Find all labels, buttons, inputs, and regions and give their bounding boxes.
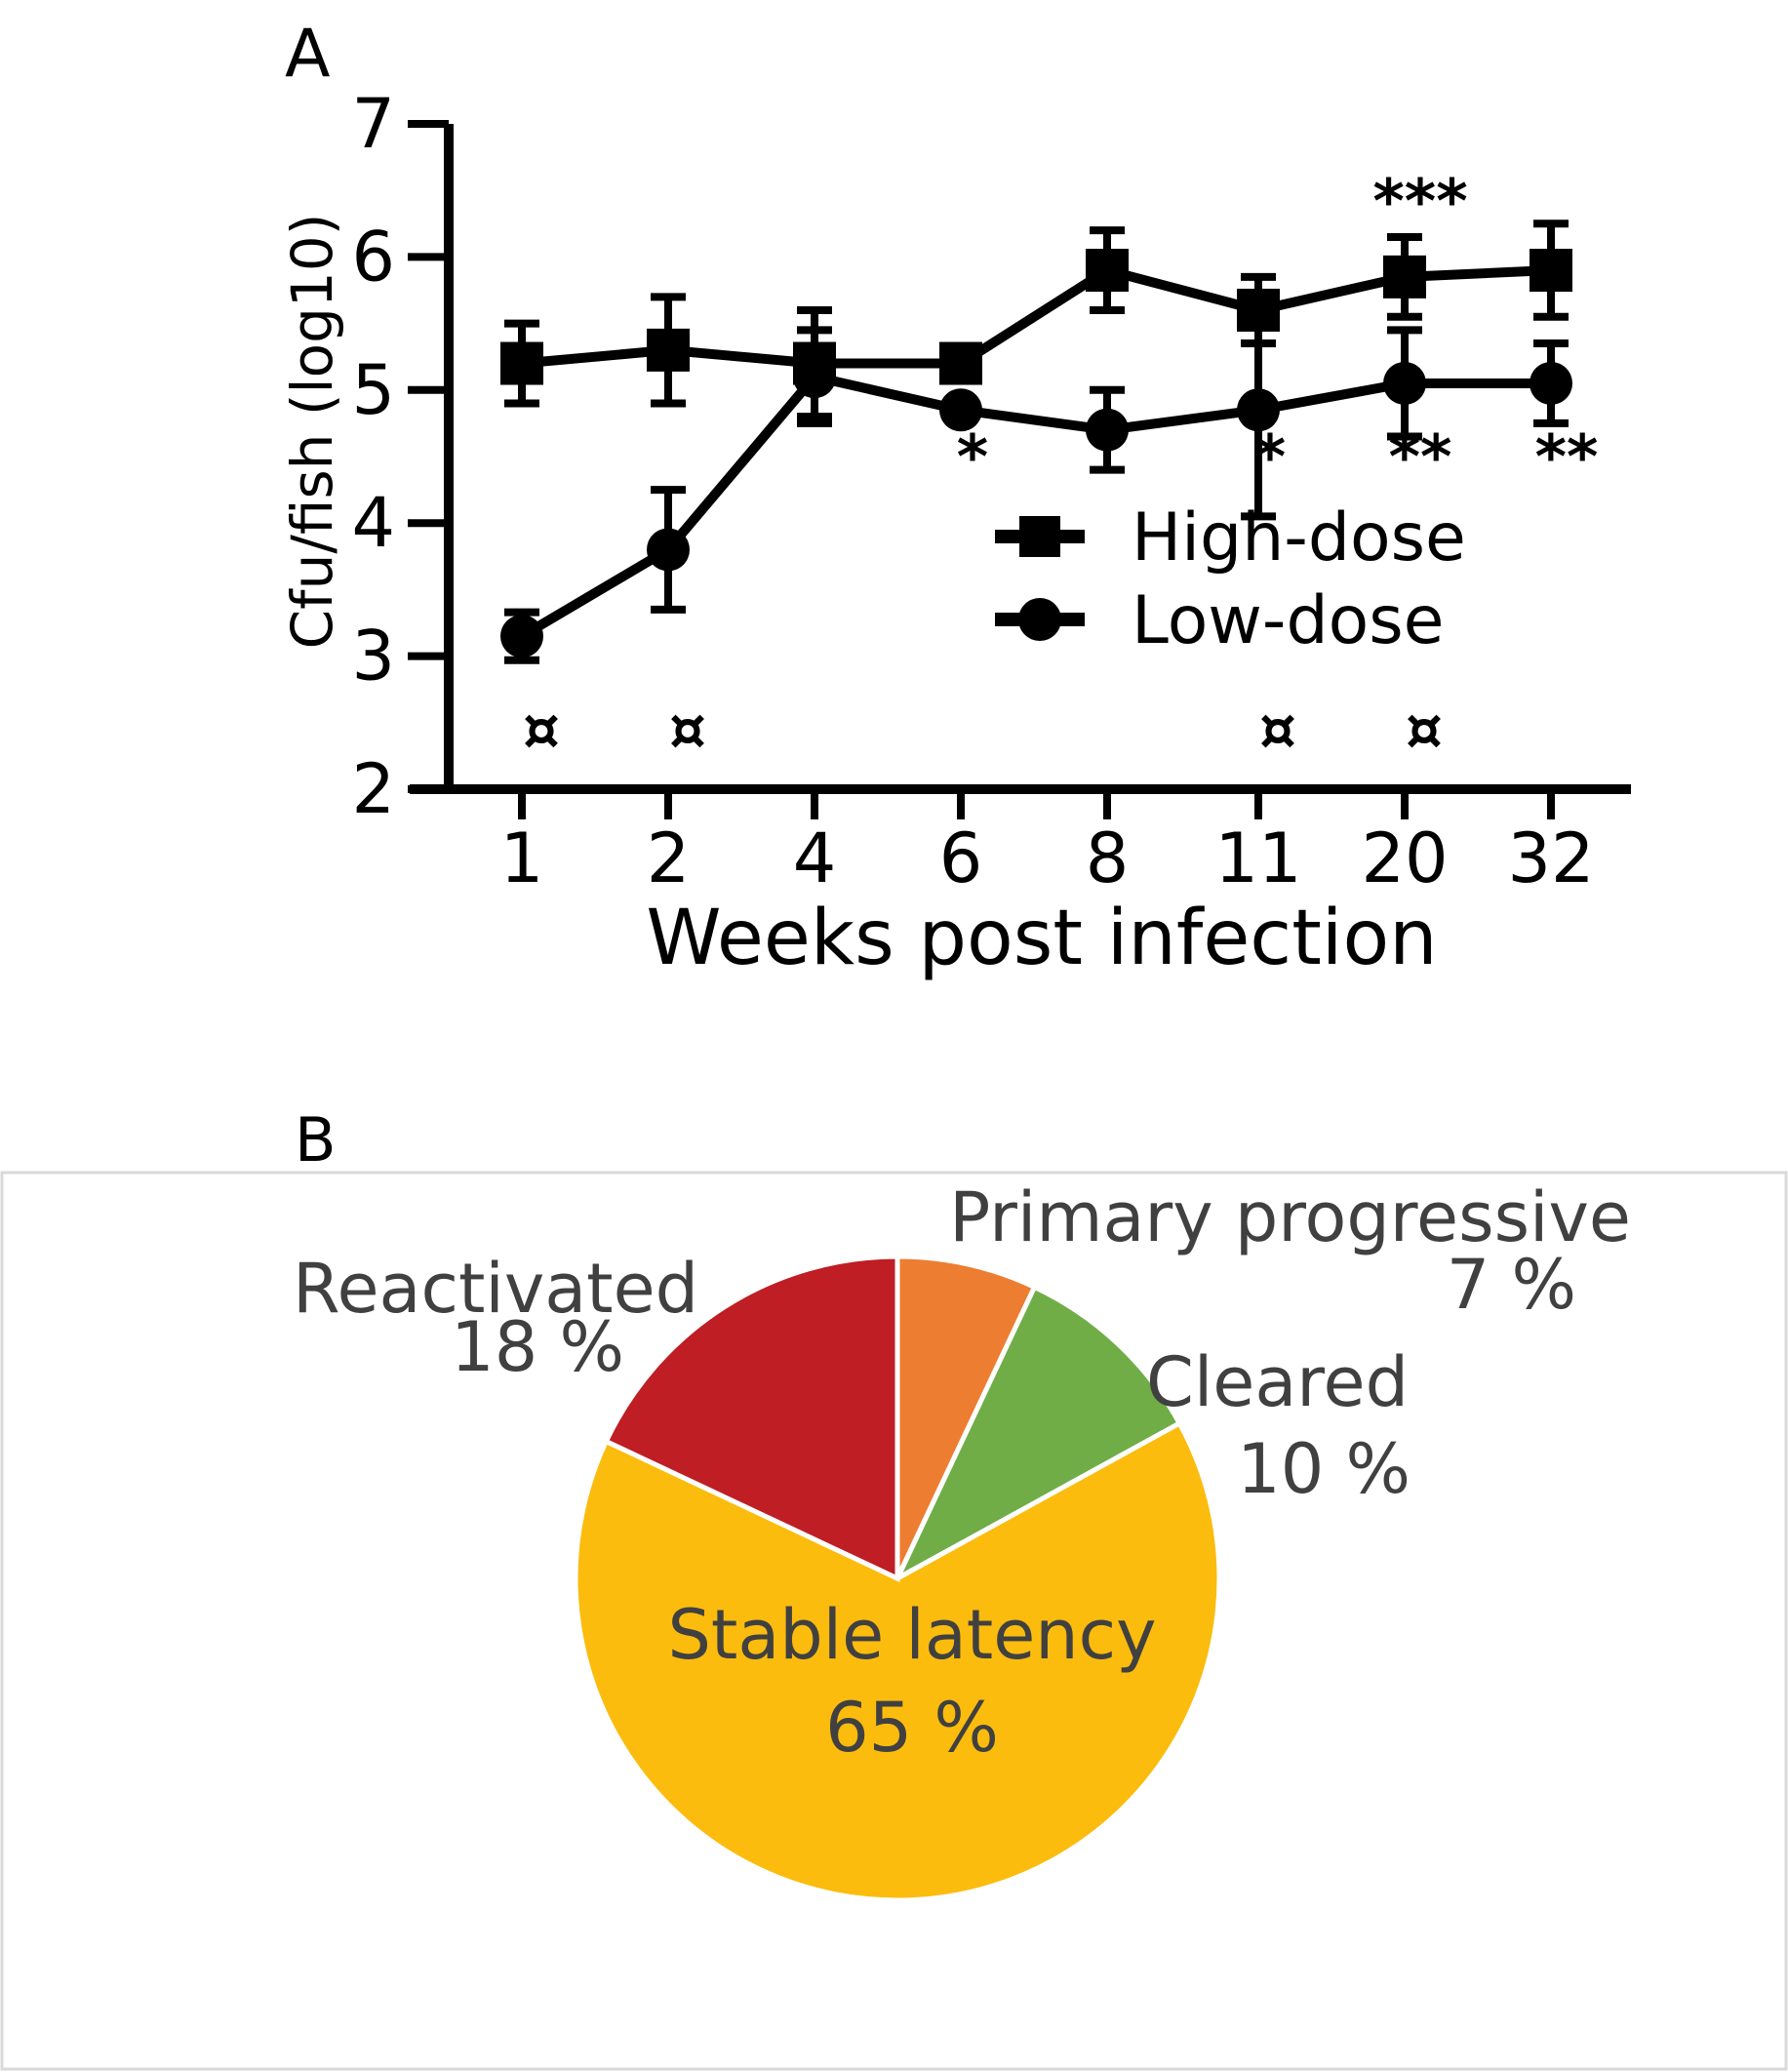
data-point-circle [939,388,982,432]
slice-label-stable-latency: Stable latency [667,1595,1156,1675]
x-tick-label: 4 [793,818,837,898]
series-line-high-dose [521,265,1552,369]
x-tick-label: 32 [1507,818,1594,898]
data-point-circle [1086,408,1129,452]
pie-chart [573,1254,1222,1903]
x-tick-label: 8 [1086,818,1130,898]
data-point-square [939,341,982,385]
x-axis-title: Weeks post infection [646,895,1437,982]
data-point-square [1530,249,1572,293]
legend-label-high-dose: High-dose [1132,499,1466,577]
y-tick-label: 5 [351,350,395,430]
panel-b-letter: B [295,1104,337,1175]
data-point-circle [1530,361,1572,405]
legend-marker-circle [1018,598,1061,641]
legend-marker-square [1019,516,1060,557]
y-tick-label: 6 [351,217,395,297]
slice-pct-stable-latency: 65 % [825,1688,999,1768]
y-tick-label: 7 [351,84,395,164]
slice-pct-reactivated: 18 % [451,1307,624,1387]
pie-labels: Primary progressive 7 % Cleared 10 % Sta… [293,1177,1631,1768]
currency-mark: ¤ [1259,696,1296,764]
y-tick-label: 3 [351,617,395,697]
x-tick-label: 1 [500,818,544,898]
currency-mark: ¤ [1406,696,1443,764]
series-line-low-dose [519,372,1551,641]
panel-a-letter: A [285,16,331,93]
currency-mark: ¤ [669,696,706,764]
pie-slice-primary-progressive [894,1254,1038,1580]
data-point-circle [1383,361,1426,405]
pie-slice-stable-latency [573,1419,1222,1903]
data-point-square [500,341,543,385]
x-tick-label: 11 [1214,818,1301,898]
pie-slice-reactivated [603,1254,900,1582]
legend: High-dose Low-dose [995,499,1466,659]
x-tick-label: 20 [1361,818,1448,898]
slice-pct-primary-progressive: 7 % [1447,1245,1576,1325]
data-point-circle [1237,388,1280,432]
data-point-square [647,328,690,372]
significance-label: ** [1535,421,1599,493]
significance-label: * [1254,421,1286,493]
data-point-circle [647,528,690,572]
x-tick-label: 6 [939,818,983,898]
y-axis-title: Cfu/fish (log10) [279,214,345,650]
significance-label: ** [1389,421,1452,493]
slice-label-cleared: Cleared [1146,1342,1409,1422]
slice-label-reactivated: Reactivated [293,1249,698,1329]
currency-mark: ¤ [523,696,560,764]
line-chart: 2 3 4 5 6 7 1 2 4 6 8 11 20 32 Cfu/fish (log10) Week… [279,84,1631,982]
y-tick-label: 2 [351,749,395,829]
legend-label-low-dose: Low-dose [1132,582,1444,659]
data-point-square [1086,249,1129,293]
y-tick-label: 4 [351,483,395,563]
data-point-circle [500,615,543,658]
slice-pct-cleared: 10 % [1237,1429,1411,1509]
pie-slice-cleared [892,1284,1183,1584]
slice-label-primary-progressive: Primary progressive [949,1177,1631,1257]
significance-label: * [957,421,988,493]
data-point-square [1383,255,1426,299]
data-point-circle [793,355,836,399]
significance-label: *** [1372,166,1467,237]
x-tick-label: 2 [647,818,691,898]
